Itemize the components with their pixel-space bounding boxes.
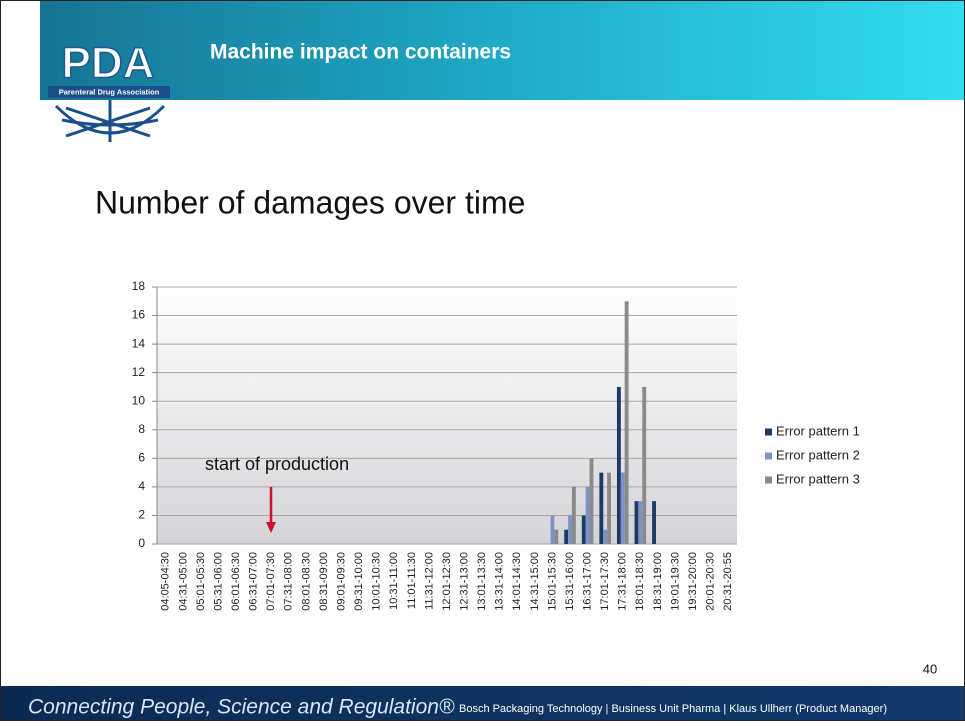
x-tick-label: 09:31-10:00 xyxy=(353,552,365,611)
bar xyxy=(568,515,572,544)
x-tick-label: 14:01-14:30 xyxy=(511,552,523,611)
x-tick-label: 11:31-12:00 xyxy=(423,552,435,610)
arrow-head xyxy=(266,522,276,533)
bar xyxy=(624,301,629,544)
bar xyxy=(571,486,576,544)
legend-label: Error pattern 3 xyxy=(776,471,860,486)
x-tick-label: 06:01-06:30 xyxy=(230,552,242,611)
legend-label: Error pattern 2 xyxy=(776,447,860,462)
x-tick-label: 04:05-04:30 xyxy=(160,552,172,611)
y-tick-label: 2 xyxy=(138,508,145,522)
legend-label: Error pattern 1 xyxy=(776,423,860,438)
legend-swatch xyxy=(765,452,772,460)
x-tick-label: 08:31-09:00 xyxy=(318,552,330,611)
logo-subtitle: Parenteral Drug Association xyxy=(59,87,160,96)
bar xyxy=(607,472,611,544)
y-tick-label: 6 xyxy=(138,451,145,465)
x-tick-label: 20:01-20:30 xyxy=(705,552,717,611)
logo-globe xyxy=(54,100,166,142)
bar xyxy=(652,501,656,544)
x-tick-label: 18:01-18:30 xyxy=(634,552,646,611)
x-tick-label: 19:01-19:30 xyxy=(669,552,681,611)
bar xyxy=(603,529,608,544)
x-tick-label: 09:01-09:30 xyxy=(335,552,347,611)
y-tick-label: 18 xyxy=(132,279,146,293)
header-band xyxy=(0,0,965,100)
footer-slogan: Connecting People, Science and Regulatio… xyxy=(28,696,455,719)
logo-bar xyxy=(48,86,170,98)
bar xyxy=(581,515,586,544)
plot-area xyxy=(157,287,737,544)
x-tick-label: 11:01-11:30 xyxy=(406,552,418,609)
x-tick-label: 10:31-11:00 xyxy=(388,552,400,610)
x-tick-label: 17:31-18:00 xyxy=(617,552,629,611)
bar xyxy=(620,472,625,544)
x-tick-label: 07:01-07:30 xyxy=(265,552,277,611)
x-tick-label: 17:01-17:30 xyxy=(599,552,611,611)
x-tick-label: 13:31-14:00 xyxy=(494,552,506,611)
x-tick-label: 20:31-20:55 xyxy=(722,552,734,611)
bar xyxy=(638,501,643,544)
x-tick-label: 08:01-08:30 xyxy=(300,552,312,611)
legend-swatch xyxy=(765,428,772,436)
bar xyxy=(642,386,647,544)
x-tick-label: 10:01-10:30 xyxy=(371,552,383,611)
chart: 0 2 4 6 8 10 12 14 16 18 04:05-04:30 04:31-05:00 05:… xyxy=(132,279,860,611)
y-tick-label: 14 xyxy=(132,336,146,350)
y-tick-label: 16 xyxy=(132,308,146,322)
logo: PDA Parenteral Drug Association xyxy=(48,38,170,142)
x-tick-label: 05:31-06:00 xyxy=(212,552,224,611)
bar xyxy=(599,472,604,544)
y-tick-label: 12 xyxy=(132,365,146,379)
bar xyxy=(585,486,590,544)
x-tick-label: 18:31-19:00 xyxy=(652,552,664,611)
bar xyxy=(564,529,569,544)
x-tick-label: 19:31-20:00 xyxy=(687,552,699,611)
x-tick-label: 14:31-15:00 xyxy=(529,552,541,611)
x-tick-label: 13:01-13:30 xyxy=(476,552,488,611)
y-tick-label: 10 xyxy=(132,393,146,407)
y-tick-label: 4 xyxy=(138,479,145,493)
slide-title: Machine impact on containers xyxy=(210,41,511,64)
x-tick-label: 16:31-17:00 xyxy=(582,552,594,611)
x-tick-label: 04:31-05:00 xyxy=(177,552,189,611)
bar xyxy=(554,529,559,544)
x-tick-label: 12:01-12:30 xyxy=(441,552,453,611)
annotation: start of production xyxy=(205,454,349,474)
page-number: 40 xyxy=(923,661,937,676)
x-tick-label: 07:31-08:00 xyxy=(283,552,295,611)
y-tick-label: 0 xyxy=(138,536,145,550)
header-margin xyxy=(0,0,40,100)
x-tick-label: 15:31-16:00 xyxy=(564,552,576,611)
x-tick-label: 05:01-05:30 xyxy=(195,552,207,611)
footer-band xyxy=(0,686,965,721)
heading: Number of damages over time xyxy=(95,184,525,220)
x-tick-label: 15:01-15:30 xyxy=(546,552,558,611)
bar xyxy=(634,501,639,544)
footer-credit: Bosch Packaging Technology | Business Un… xyxy=(459,703,887,715)
x-tick-label: 12:31-13:00 xyxy=(458,552,470,611)
logo-text: PDA xyxy=(62,39,155,88)
bar xyxy=(589,458,594,544)
legend-swatch xyxy=(765,476,772,484)
y-tick-label: 8 xyxy=(138,422,145,436)
bar xyxy=(550,515,555,544)
x-tick-label: 06:31-07:00 xyxy=(248,552,260,611)
bar xyxy=(616,386,621,544)
